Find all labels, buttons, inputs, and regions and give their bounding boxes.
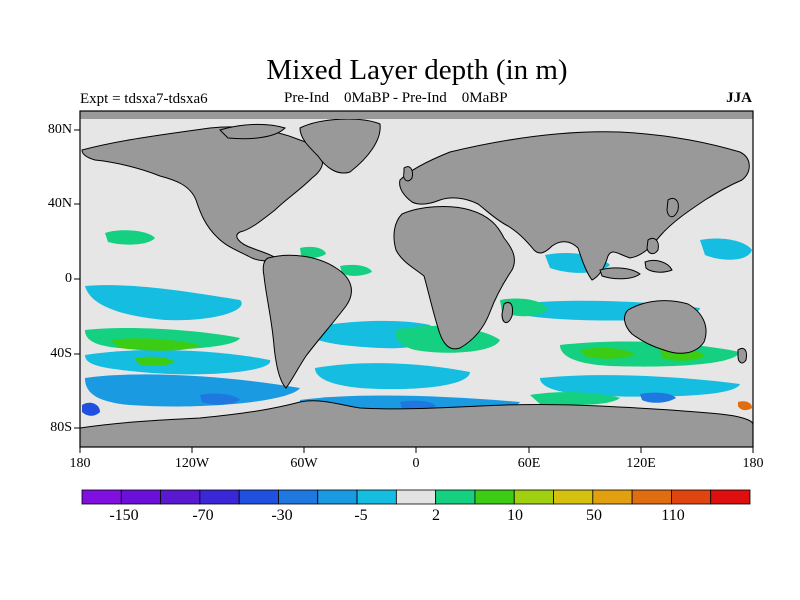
lat-label-80n: 80N	[47, 122, 72, 137]
lon-label-120w: 120W	[174, 456, 210, 471]
lat-label-40n: 40N	[47, 196, 72, 211]
subtitle: Pre-Ind 0MaBP - Pre-Ind 0MaBP	[284, 90, 508, 106]
colorbar-box	[671, 489, 712, 505]
axis-ticks	[74, 129, 754, 453]
colorbar-label: -30	[271, 507, 293, 524]
colorbar-box	[238, 489, 279, 505]
colorbar-label: -70	[192, 507, 214, 524]
colorbar-label: 50	[586, 507, 602, 524]
lon-label-120e: 120E	[626, 456, 656, 471]
colorbar	[81, 489, 751, 505]
colorbar-label: 110	[661, 507, 685, 524]
colorbar-box	[710, 489, 751, 505]
colorbar-box	[278, 489, 319, 505]
lon-label-180w: 180	[69, 456, 91, 471]
lon-label-0: 0	[412, 456, 420, 471]
lat-label-80s: 80S	[50, 420, 72, 435]
colorbar-label: -5	[354, 507, 368, 524]
lon-label-180e: 180	[742, 456, 764, 471]
colorbar-box	[435, 489, 476, 505]
colorbar-box	[356, 489, 397, 505]
lon-label-60w: 60W	[290, 456, 318, 471]
colorbar-box	[553, 489, 594, 505]
experiment-label: Expt = tdsxa7-tdsxa6	[80, 91, 208, 107]
colorbar-box	[160, 489, 201, 505]
season-label: JJA	[726, 90, 752, 106]
colorbar-box	[81, 489, 122, 505]
colorbar-box	[317, 489, 358, 505]
colorbar-box	[474, 489, 515, 505]
colorbar-box	[513, 489, 554, 505]
colorbar-label: 2	[432, 507, 440, 524]
lon-label-60e: 60E	[517, 456, 541, 471]
polar-cap	[80, 111, 753, 119]
colorbar-box	[395, 489, 437, 505]
lat-label-40s: 40S	[50, 346, 72, 361]
colorbar-label: 10	[507, 507, 523, 524]
colorbar-box	[592, 489, 633, 505]
land-masses	[79, 118, 754, 448]
lat-label-0: 0	[65, 271, 72, 286]
colorbar-box	[120, 489, 161, 505]
colorbar-box	[631, 489, 672, 505]
colorbar-label: -150	[109, 507, 139, 524]
colorbar-box	[199, 489, 240, 505]
chart-title: Mixed Layer depth (in m)	[266, 54, 568, 86]
